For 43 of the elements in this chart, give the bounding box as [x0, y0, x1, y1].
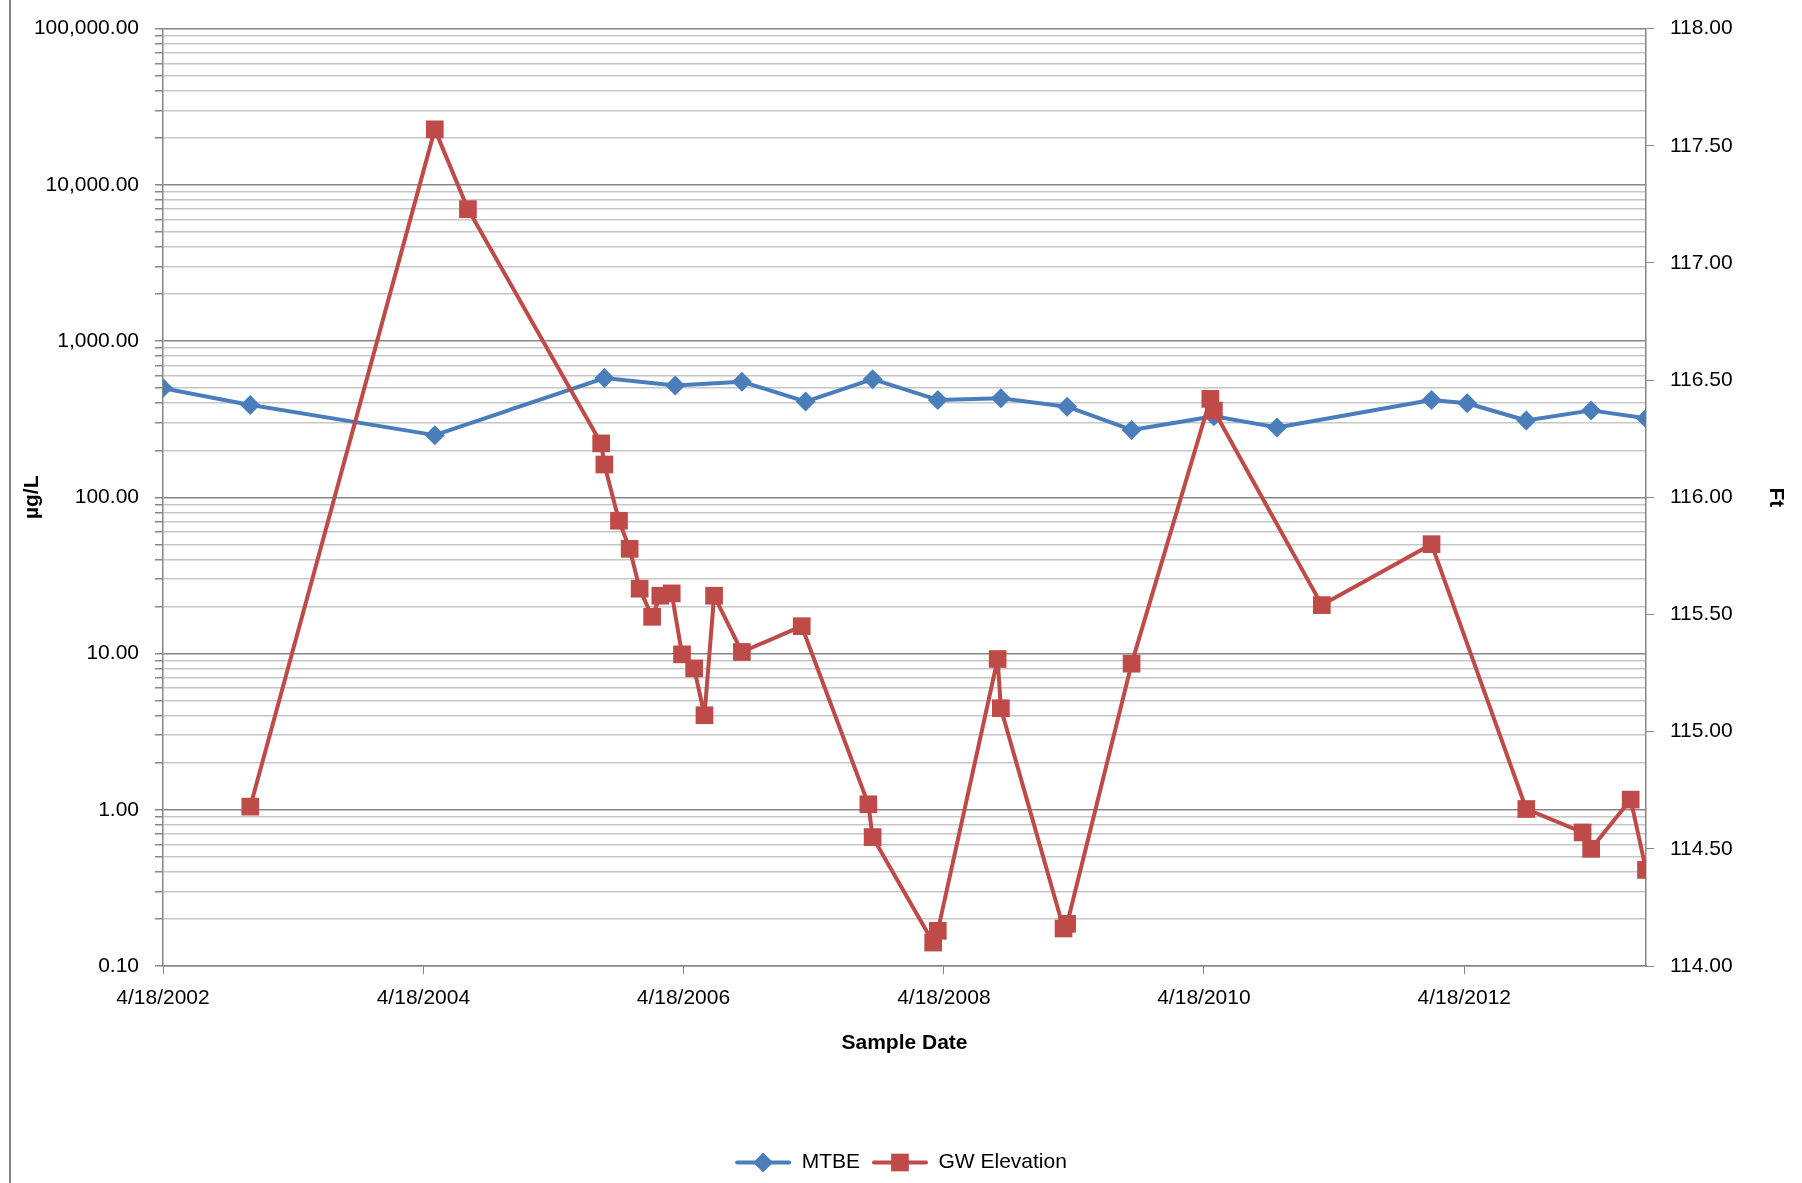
point [731, 371, 752, 392]
point [1121, 419, 1142, 440]
y-tick-label: 10.00 [86, 640, 139, 664]
point [795, 391, 816, 412]
x-tick-label: 4/18/2010 [1157, 985, 1251, 1009]
y-tick-label: 1,000.00 [57, 327, 139, 351]
y2-tick-label: 117.50 [1670, 132, 1733, 156]
y2-tick-label: 115.00 [1670, 718, 1733, 742]
point [1057, 396, 1078, 417]
y2-tick-label: 115.50 [1670, 601, 1733, 625]
y2-tick-label: 118.00 [1670, 15, 1733, 39]
point [1266, 417, 1287, 438]
x-tick-label: 4/18/2006 [636, 985, 731, 1009]
y-tick-label: 100,000.00 [33, 15, 139, 39]
y-tick-label: 1.00 [98, 796, 139, 820]
point [665, 375, 686, 396]
point [240, 394, 261, 415]
point [862, 369, 883, 390]
point [424, 425, 445, 446]
point [927, 389, 948, 410]
legend-label: GW Elevation [938, 1149, 1067, 1173]
x-tick-label: 4/18/2004 [376, 985, 471, 1009]
y-tick-label: 0.10 [98, 952, 139, 976]
y-tick-label: 10,000.00 [45, 171, 139, 195]
y2-tick-label: 114.50 [1670, 835, 1733, 859]
x-tick-label: 4/18/2002 [116, 985, 210, 1009]
x-axis-title: Sample Date [841, 1030, 968, 1054]
y2-axis-title: Ft [1765, 487, 1789, 508]
x-tick-label: 4/18/2008 [897, 985, 991, 1009]
point [1581, 400, 1602, 421]
y2-tick-label: 117.00 [1670, 249, 1733, 273]
y2-tick-label: 116.50 [1670, 366, 1733, 390]
y-tick-label: 100.00 [74, 484, 139, 508]
y2-tick-label: 116.00 [1670, 484, 1733, 508]
point [1457, 393, 1478, 414]
point [1421, 389, 1442, 410]
point [990, 388, 1011, 409]
legend-label: MTBE [801, 1149, 860, 1173]
y2-tick-label: 114.00 [1670, 952, 1733, 976]
point [1516, 410, 1537, 431]
point [594, 368, 615, 389]
y-axis-title: µg/L [19, 475, 43, 520]
x-tick-label: 4/18/2012 [1417, 985, 1512, 1009]
